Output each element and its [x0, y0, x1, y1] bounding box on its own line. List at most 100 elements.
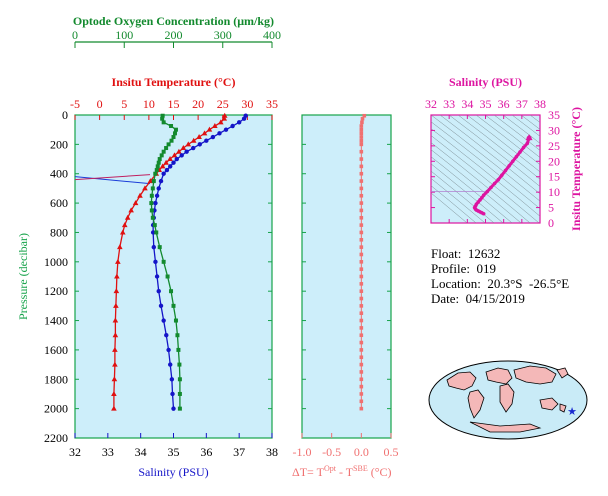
ts-ytick-label: 25 [548, 139, 560, 153]
delta-t-point [362, 113, 367, 118]
ts-point [500, 173, 504, 177]
temperature-tick-label: 20 [192, 97, 204, 111]
delta-t-point [359, 296, 364, 301]
landmass [467, 389, 485, 419]
oxygen-point [169, 289, 174, 294]
oxygen-point [150, 186, 155, 191]
temperature-point [111, 405, 117, 411]
ts-point [507, 164, 511, 168]
salinity-axis-title: Salinity (PSU) [138, 465, 208, 479]
delta-t-point [359, 267, 364, 271]
ts-point [496, 178, 501, 182]
temperature-point [196, 134, 202, 140]
ts-point [481, 193, 486, 198]
salinity-point [161, 171, 166, 176]
salinity-point [153, 200, 158, 206]
ts-point [489, 185, 493, 190]
salinity-point [156, 288, 161, 294]
ts-point [492, 181, 497, 186]
profile-number: Profile: 019 [431, 261, 496, 276]
ts-xtick-label: 37 [516, 97, 528, 111]
oxygen-point [157, 245, 162, 250]
delta-t-point [359, 348, 364, 352]
density-contour [448, 115, 540, 187]
salinity-point [166, 347, 171, 353]
delta-t-tick-label: 0.0 [354, 445, 369, 459]
temperature-tick-label: 0 [97, 97, 103, 111]
pressure-tick-label: 800 [50, 225, 68, 239]
temperature-point [112, 317, 119, 323]
float-id: Float: 12632 [431, 246, 501, 261]
salinity-point [151, 244, 156, 250]
oxygen-point [156, 160, 161, 165]
salinity-point [153, 259, 158, 265]
ts-point [514, 154, 519, 159]
temperature-point [206, 126, 213, 132]
oxygen-point [169, 124, 174, 129]
temperature-point [221, 115, 228, 121]
oxygen-point [164, 146, 169, 151]
delta-t-point [359, 340, 364, 345]
density-contour [431, 185, 477, 223]
temperature-point [117, 244, 123, 250]
salinity-point [217, 131, 222, 136]
salinity-point [223, 127, 229, 132]
ts-ytick-label: 20 [548, 154, 560, 168]
pressure-tick-label: 1200 [44, 284, 68, 298]
temperature-point [113, 302, 119, 308]
density-isolines [431, 115, 540, 223]
temperature-tick-label: 10 [143, 97, 155, 111]
density-contour [431, 149, 522, 223]
delta-t-point [359, 384, 364, 389]
oxygen-point [177, 391, 182, 396]
density-contour [431, 192, 468, 223]
oxygen-point [176, 347, 181, 352]
oxygen-point [160, 116, 165, 121]
ts-ytick-label: 0 [548, 216, 554, 230]
density-contour [431, 170, 495, 223]
delta-t-point [359, 193, 364, 198]
salinity-point [171, 406, 176, 411]
landmass [446, 371, 477, 391]
temperature-axis-title: Insitu Temperature (°C) [112, 75, 236, 89]
salinity-point [174, 156, 179, 162]
density-contour [502, 115, 540, 144]
ts-surface-marker [525, 134, 533, 141]
oxygen-point [177, 406, 182, 411]
temperature-point [163, 159, 169, 165]
landmass [513, 365, 557, 385]
salinity-point [164, 333, 169, 338]
delta-t-point [359, 377, 364, 382]
oxygen-tick-label: 400 [263, 28, 281, 42]
oxygen-axis-title: Optode Oxygen Concentration (μm/kg) [73, 14, 274, 28]
oxygen-point [152, 223, 157, 228]
delta-t-point [359, 157, 364, 161]
salinity-point [171, 160, 176, 165]
delta-t-point [359, 131, 364, 136]
oxygen-point [161, 259, 166, 264]
ts-xtick-label: 33 [443, 97, 455, 111]
oxygen-point [149, 201, 154, 206]
salinity-point [236, 120, 242, 125]
temperature-point [217, 119, 224, 125]
temperature-point [185, 141, 192, 147]
oxygen-point [159, 153, 164, 158]
ts-point [525, 141, 530, 146]
temperature-point [201, 130, 208, 136]
salinity-point [168, 362, 173, 367]
density-contour [431, 115, 540, 202]
delta-t-point [359, 223, 364, 227]
temperature-point [115, 258, 121, 264]
delta-t-point [359, 399, 364, 404]
temperature-point [212, 123, 218, 129]
delta-t-point [359, 142, 364, 147]
density-contour [431, 121, 540, 209]
density-contour [431, 142, 531, 223]
ts-plot-area [430, 114, 541, 224]
oxygen-point [149, 193, 154, 198]
temperature-point [112, 346, 118, 352]
delta-t-point [359, 164, 364, 169]
pressure-tick-label: 1000 [44, 255, 68, 269]
delta-t-point [359, 311, 364, 316]
temperature-point [190, 137, 197, 143]
